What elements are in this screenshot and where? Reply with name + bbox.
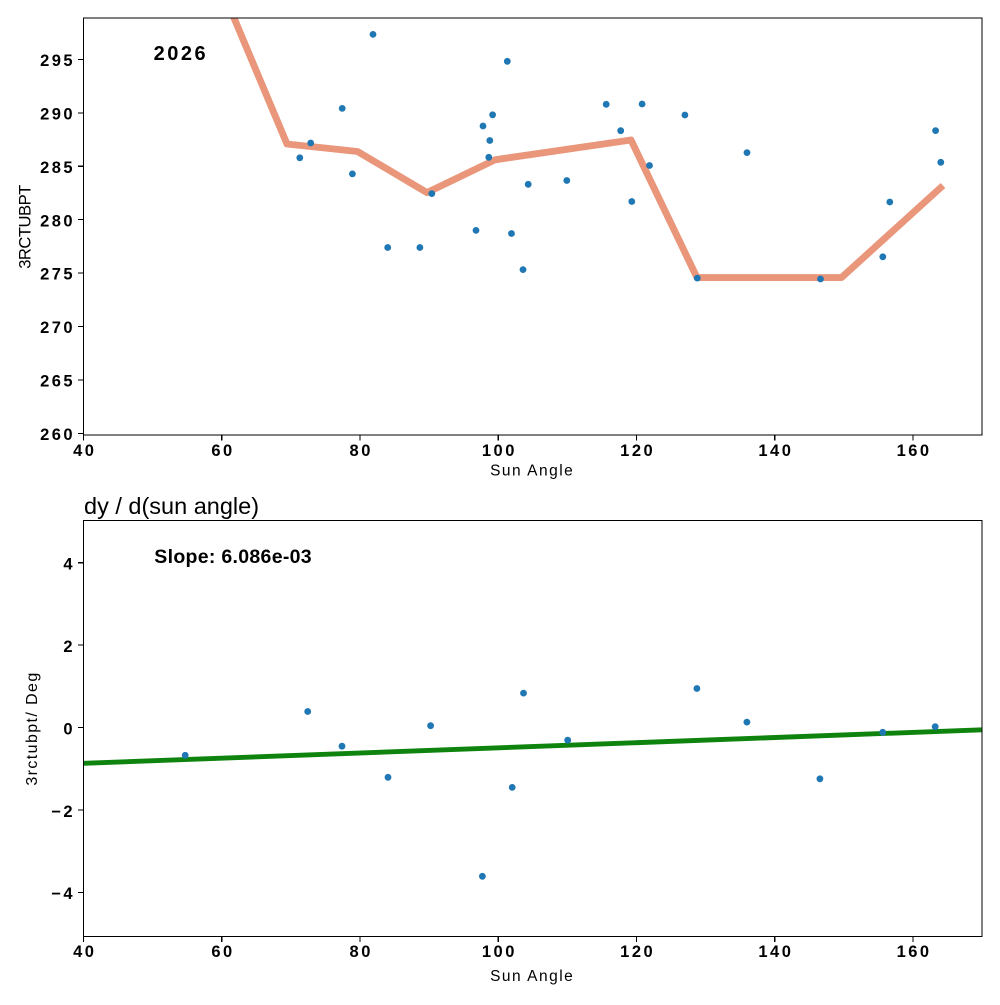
svg-text:160: 160 bbox=[897, 943, 932, 961]
svg-text:280: 280 bbox=[40, 212, 75, 230]
svg-text:−2: −2 bbox=[51, 803, 75, 821]
svg-text:260: 260 bbox=[40, 426, 75, 444]
svg-text:140: 140 bbox=[758, 442, 793, 460]
svg-text:100: 100 bbox=[482, 442, 517, 460]
svg-text:2026: 2026 bbox=[154, 43, 209, 65]
svg-text:160: 160 bbox=[897, 442, 932, 460]
svg-text:295: 295 bbox=[40, 52, 75, 70]
svg-text:60: 60 bbox=[211, 442, 234, 460]
svg-text:Sun Angle: Sun Angle bbox=[490, 463, 574, 480]
svg-text:2: 2 bbox=[63, 638, 75, 656]
svg-text:3RCTUBPT: 3RCTUBPT bbox=[16, 185, 35, 269]
svg-text:275: 275 bbox=[40, 266, 75, 284]
svg-text:80: 80 bbox=[350, 943, 373, 961]
svg-text:40: 40 bbox=[73, 442, 96, 460]
svg-text:Slope: 6.086e-03: Slope: 6.086e-03 bbox=[154, 546, 312, 568]
svg-text:285: 285 bbox=[40, 159, 75, 177]
svg-text:3rctubpt/ Deg: 3rctubpt/ Deg bbox=[24, 671, 41, 785]
svg-text:120: 120 bbox=[620, 442, 655, 460]
svg-text:120: 120 bbox=[620, 943, 655, 961]
svg-text:265: 265 bbox=[40, 373, 75, 391]
svg-text:4: 4 bbox=[63, 555, 75, 573]
svg-text:140: 140 bbox=[758, 943, 793, 961]
svg-text:dy / d(sun angle): dy / d(sun angle) bbox=[84, 493, 259, 519]
svg-text:60: 60 bbox=[211, 943, 234, 961]
svg-text:Sun Angle: Sun Angle bbox=[490, 968, 574, 985]
svg-text:270: 270 bbox=[40, 319, 75, 337]
svg-text:80: 80 bbox=[350, 442, 373, 460]
svg-text:0: 0 bbox=[63, 720, 75, 738]
svg-text:40: 40 bbox=[73, 943, 96, 961]
svg-text:100: 100 bbox=[482, 943, 517, 961]
svg-text:−4: −4 bbox=[51, 885, 75, 903]
svg-text:290: 290 bbox=[40, 106, 75, 124]
